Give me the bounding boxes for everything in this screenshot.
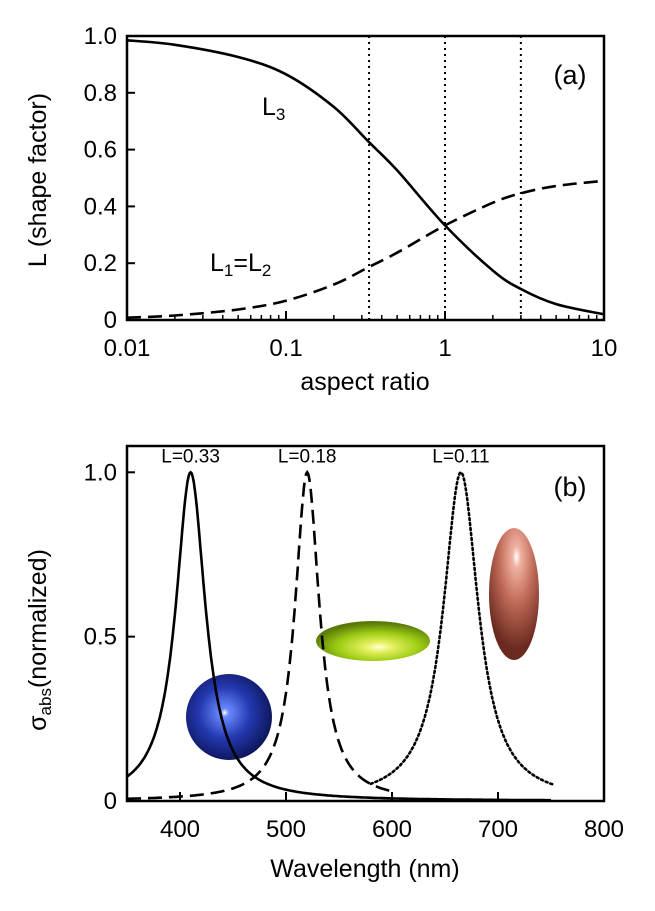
panel-b-ylabel-sub: abs <box>36 688 55 715</box>
panel-a-y-tick-label: 0.6 <box>84 137 117 164</box>
panel-a-x-tick-label: 10 <box>591 335 618 362</box>
series-l3 <box>126 39 605 316</box>
panel-b-y-tick-label: 0.5 <box>84 624 117 651</box>
panel-b-x-tick-label: 500 <box>266 816 306 843</box>
spectrum-l-0-11 <box>369 470 555 786</box>
l3-label: L3 <box>262 93 285 124</box>
panel-b-y-tick-label: 1.0 <box>84 459 117 486</box>
l1l2-label: L1=L2 <box>210 249 271 280</box>
panel-a-x-tick-label: 1 <box>438 335 451 362</box>
panel-a-x-ticks: 0.01 0.1 1 10 <box>104 311 618 362</box>
panel-b-x-tick-label: 800 <box>584 816 624 843</box>
panel-a-label: (a) <box>554 60 587 90</box>
l1l2-label-main: L <box>210 249 224 277</box>
l3-label-sub: 3 <box>276 105 285 124</box>
oblate-spheroid-inset <box>316 621 430 661</box>
panel-b-ylabel-rest: (normalized) <box>24 549 52 688</box>
l1l2-label-eq: =L <box>233 249 262 277</box>
panel-a-y-tick-label: 0.8 <box>84 80 117 107</box>
peak-label: L=0.18 <box>278 446 337 467</box>
panel-b-label: (b) <box>554 472 587 502</box>
panel-b-ylabel-main: σ <box>24 715 52 731</box>
peak-label: L=0.33 <box>161 446 220 467</box>
prolate-spheroid-inset <box>489 528 539 660</box>
series-l1-l2 <box>126 179 605 319</box>
panel-a-y-ticks: 0 0.2 0.4 0.6 0.8 1.0 <box>84 23 135 334</box>
panel-a-x-tick-label: 0.01 <box>104 335 151 362</box>
panel-b-y-ticks: 0 0.5 1.0 <box>84 459 135 815</box>
panel-a-x-tick-label: 0.1 <box>269 335 302 362</box>
spectrum-l-0-33 <box>126 470 551 802</box>
panel-b-y-tick-label: 0 <box>104 788 117 815</box>
panel-a: L (shape factor) 00.20.40.60.81.0 0.01 0.… <box>24 23 617 396</box>
panel-b-peak-labels: L=0.33 L=0.18 L=0.11 <box>161 446 489 467</box>
spectrum-l-0-18 <box>127 469 393 801</box>
panel-a-frame <box>125 34 606 322</box>
panel-b: σabs(normalized) 0 0.5 1.0 400 500 600 700 800… <box>24 444 624 883</box>
peak-label: L=0.11 <box>432 446 489 467</box>
panel-a-y-tick-label: 1.0 <box>84 23 117 50</box>
panel-a-y-tick-label: 0 <box>104 307 117 334</box>
panel-b-ylabel: σabs(normalized) <box>24 549 55 731</box>
panel-a-y-tick-label: 0.4 <box>84 193 117 220</box>
panel-b-x-tick-label: 600 <box>372 816 412 843</box>
l3-label-main: L <box>262 93 276 121</box>
panel-a-ylabel: L (shape factor) <box>24 93 52 267</box>
l1l2-label-sub1: 1 <box>224 261 233 280</box>
panel-a-series <box>126 39 605 319</box>
panel-a-y-tick-label: 0.2 <box>84 250 117 277</box>
l1l2-label-sub2: 2 <box>262 261 271 280</box>
panel-a-vertical-lines <box>368 36 522 320</box>
panel-b-x-tick-label: 700 <box>478 816 518 843</box>
panel-a-xlabel: aspect ratio <box>300 368 429 396</box>
panel-b-x-tick-label: 400 <box>160 816 200 843</box>
panel-b-series <box>126 469 555 802</box>
panel-b-x-ticks: 400 500 600 700 800 <box>160 792 624 843</box>
sphere-inset <box>186 674 272 760</box>
panel-b-frame <box>125 444 606 803</box>
panel-b-xlabel: Wavelength (nm) <box>270 855 459 883</box>
